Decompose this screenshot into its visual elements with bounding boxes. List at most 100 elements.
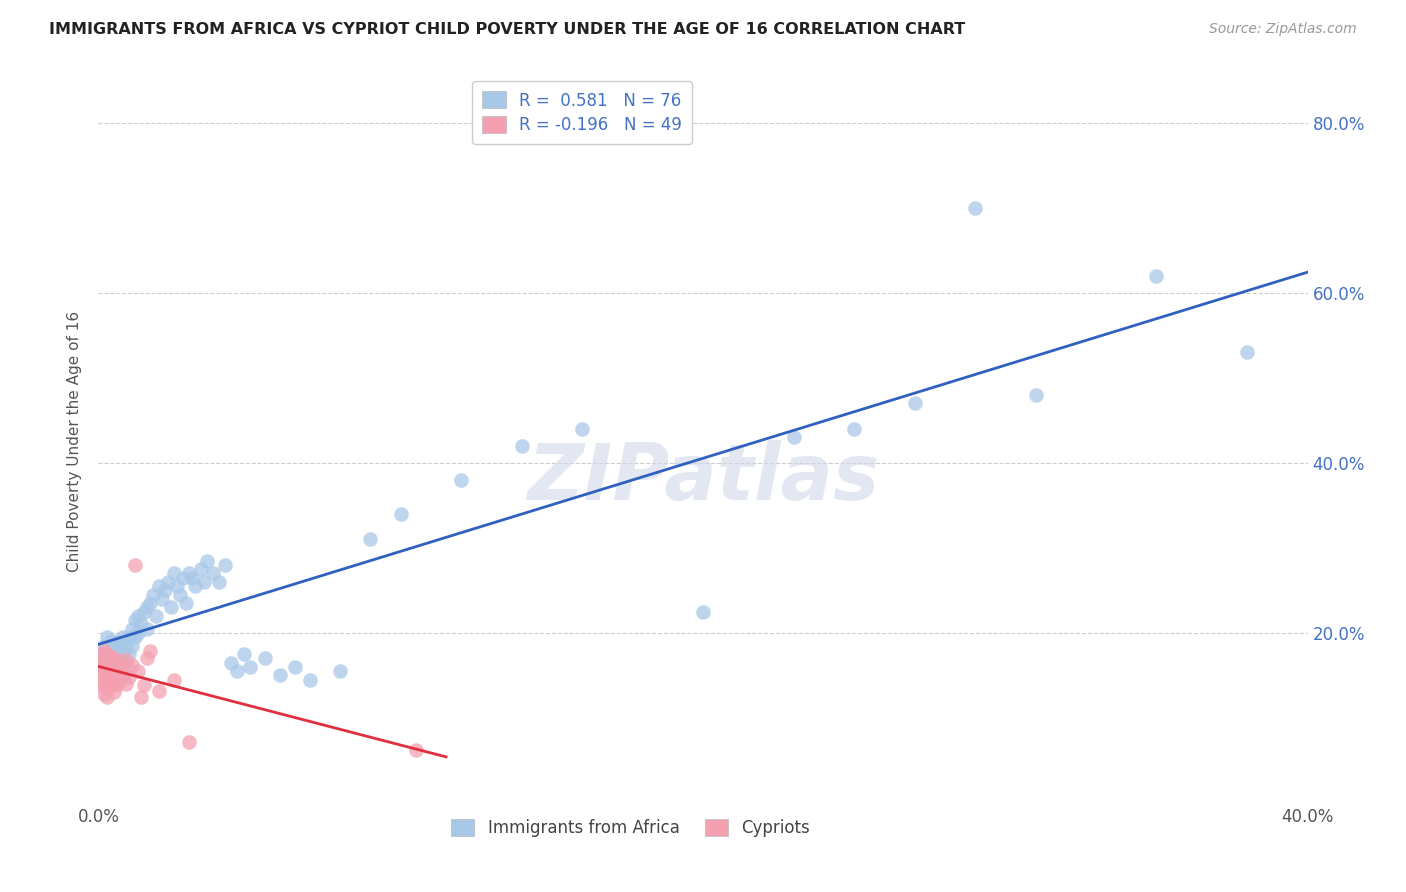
Point — [96, 664, 118, 678]
Point — [114, 677, 136, 691]
Legend: Immigrants from Africa, Cypriots: Immigrants from Africa, Cypriots — [443, 810, 818, 845]
Point — [100, 634, 122, 648]
Point — [127, 625, 149, 640]
Point — [163, 673, 186, 687]
Point — [1236, 345, 1258, 359]
Point — [571, 422, 593, 436]
Y-axis label: Child Poverty Under the Age of 16: Child Poverty Under the Age of 16 — [67, 311, 83, 572]
Point — [135, 651, 157, 665]
Point — [450, 473, 472, 487]
Point — [148, 683, 170, 698]
Point — [96, 681, 118, 695]
Point — [692, 605, 714, 619]
Text: IMMIGRANTS FROM AFRICA VS CYPRIOT CHILD POVERTY UNDER THE AGE OF 16 CORRELATION : IMMIGRANTS FROM AFRICA VS CYPRIOT CHILD … — [49, 22, 966, 37]
Point — [195, 553, 218, 567]
Point — [135, 622, 157, 636]
Point — [96, 647, 118, 661]
Point — [105, 670, 128, 684]
Point — [139, 596, 162, 610]
Point — [184, 579, 207, 593]
Point — [103, 685, 125, 699]
Point — [96, 630, 118, 644]
Point — [284, 660, 307, 674]
Text: ZIPatlas: ZIPatlas — [527, 440, 879, 516]
Point — [103, 677, 125, 691]
Point — [108, 673, 131, 687]
Point — [166, 579, 188, 593]
Point — [226, 664, 249, 678]
Point — [105, 678, 128, 692]
Point — [145, 608, 167, 623]
Point — [405, 743, 427, 757]
Point — [181, 570, 204, 584]
Point — [90, 660, 112, 674]
Text: Source: ZipAtlas.com: Source: ZipAtlas.com — [1209, 22, 1357, 37]
Point — [93, 670, 115, 684]
Point — [163, 566, 186, 581]
Point — [93, 678, 115, 692]
Point — [93, 653, 115, 667]
Point — [96, 656, 118, 670]
Point — [160, 600, 183, 615]
Point — [93, 656, 115, 670]
Point — [253, 651, 276, 665]
Point — [90, 668, 112, 682]
Point — [103, 651, 125, 665]
Point — [193, 574, 215, 589]
Point — [169, 588, 191, 602]
Point — [100, 666, 122, 681]
Point — [111, 668, 134, 682]
Point — [179, 734, 201, 748]
Point — [100, 649, 122, 664]
Point — [124, 630, 146, 644]
Point — [232, 647, 254, 661]
Point — [105, 661, 128, 675]
Point — [174, 596, 197, 610]
Point — [904, 396, 927, 410]
Point — [783, 430, 806, 444]
Point — [221, 656, 243, 670]
Point — [105, 647, 128, 661]
Point — [100, 675, 122, 690]
Point — [93, 644, 115, 658]
Point — [153, 583, 176, 598]
Point — [111, 647, 134, 661]
Point — [108, 656, 131, 670]
Point — [135, 600, 157, 615]
Point — [1024, 388, 1046, 402]
Point — [103, 639, 125, 653]
Point — [965, 201, 987, 215]
Point — [269, 668, 291, 682]
Point — [105, 634, 128, 648]
Point — [214, 558, 236, 572]
Point — [111, 630, 134, 644]
Point — [202, 566, 225, 581]
Point — [239, 660, 262, 674]
Point — [90, 647, 112, 661]
Point — [172, 570, 194, 584]
Point — [103, 660, 125, 674]
Point — [360, 533, 382, 547]
Point — [148, 579, 170, 593]
Point — [96, 673, 118, 687]
Point — [389, 507, 412, 521]
Point — [96, 647, 118, 661]
Point — [127, 664, 149, 678]
Point — [108, 639, 131, 653]
Point — [132, 678, 155, 692]
Point — [93, 687, 115, 701]
Point — [121, 622, 143, 636]
Point — [103, 651, 125, 665]
Point — [118, 630, 141, 644]
Point — [105, 653, 128, 667]
Point — [105, 660, 128, 674]
Point — [108, 664, 131, 678]
Point — [114, 656, 136, 670]
Point — [100, 647, 122, 661]
Point — [111, 658, 134, 673]
Point — [93, 639, 115, 653]
Point — [299, 673, 322, 687]
Point — [329, 664, 352, 678]
Point — [142, 588, 165, 602]
Point — [139, 644, 162, 658]
